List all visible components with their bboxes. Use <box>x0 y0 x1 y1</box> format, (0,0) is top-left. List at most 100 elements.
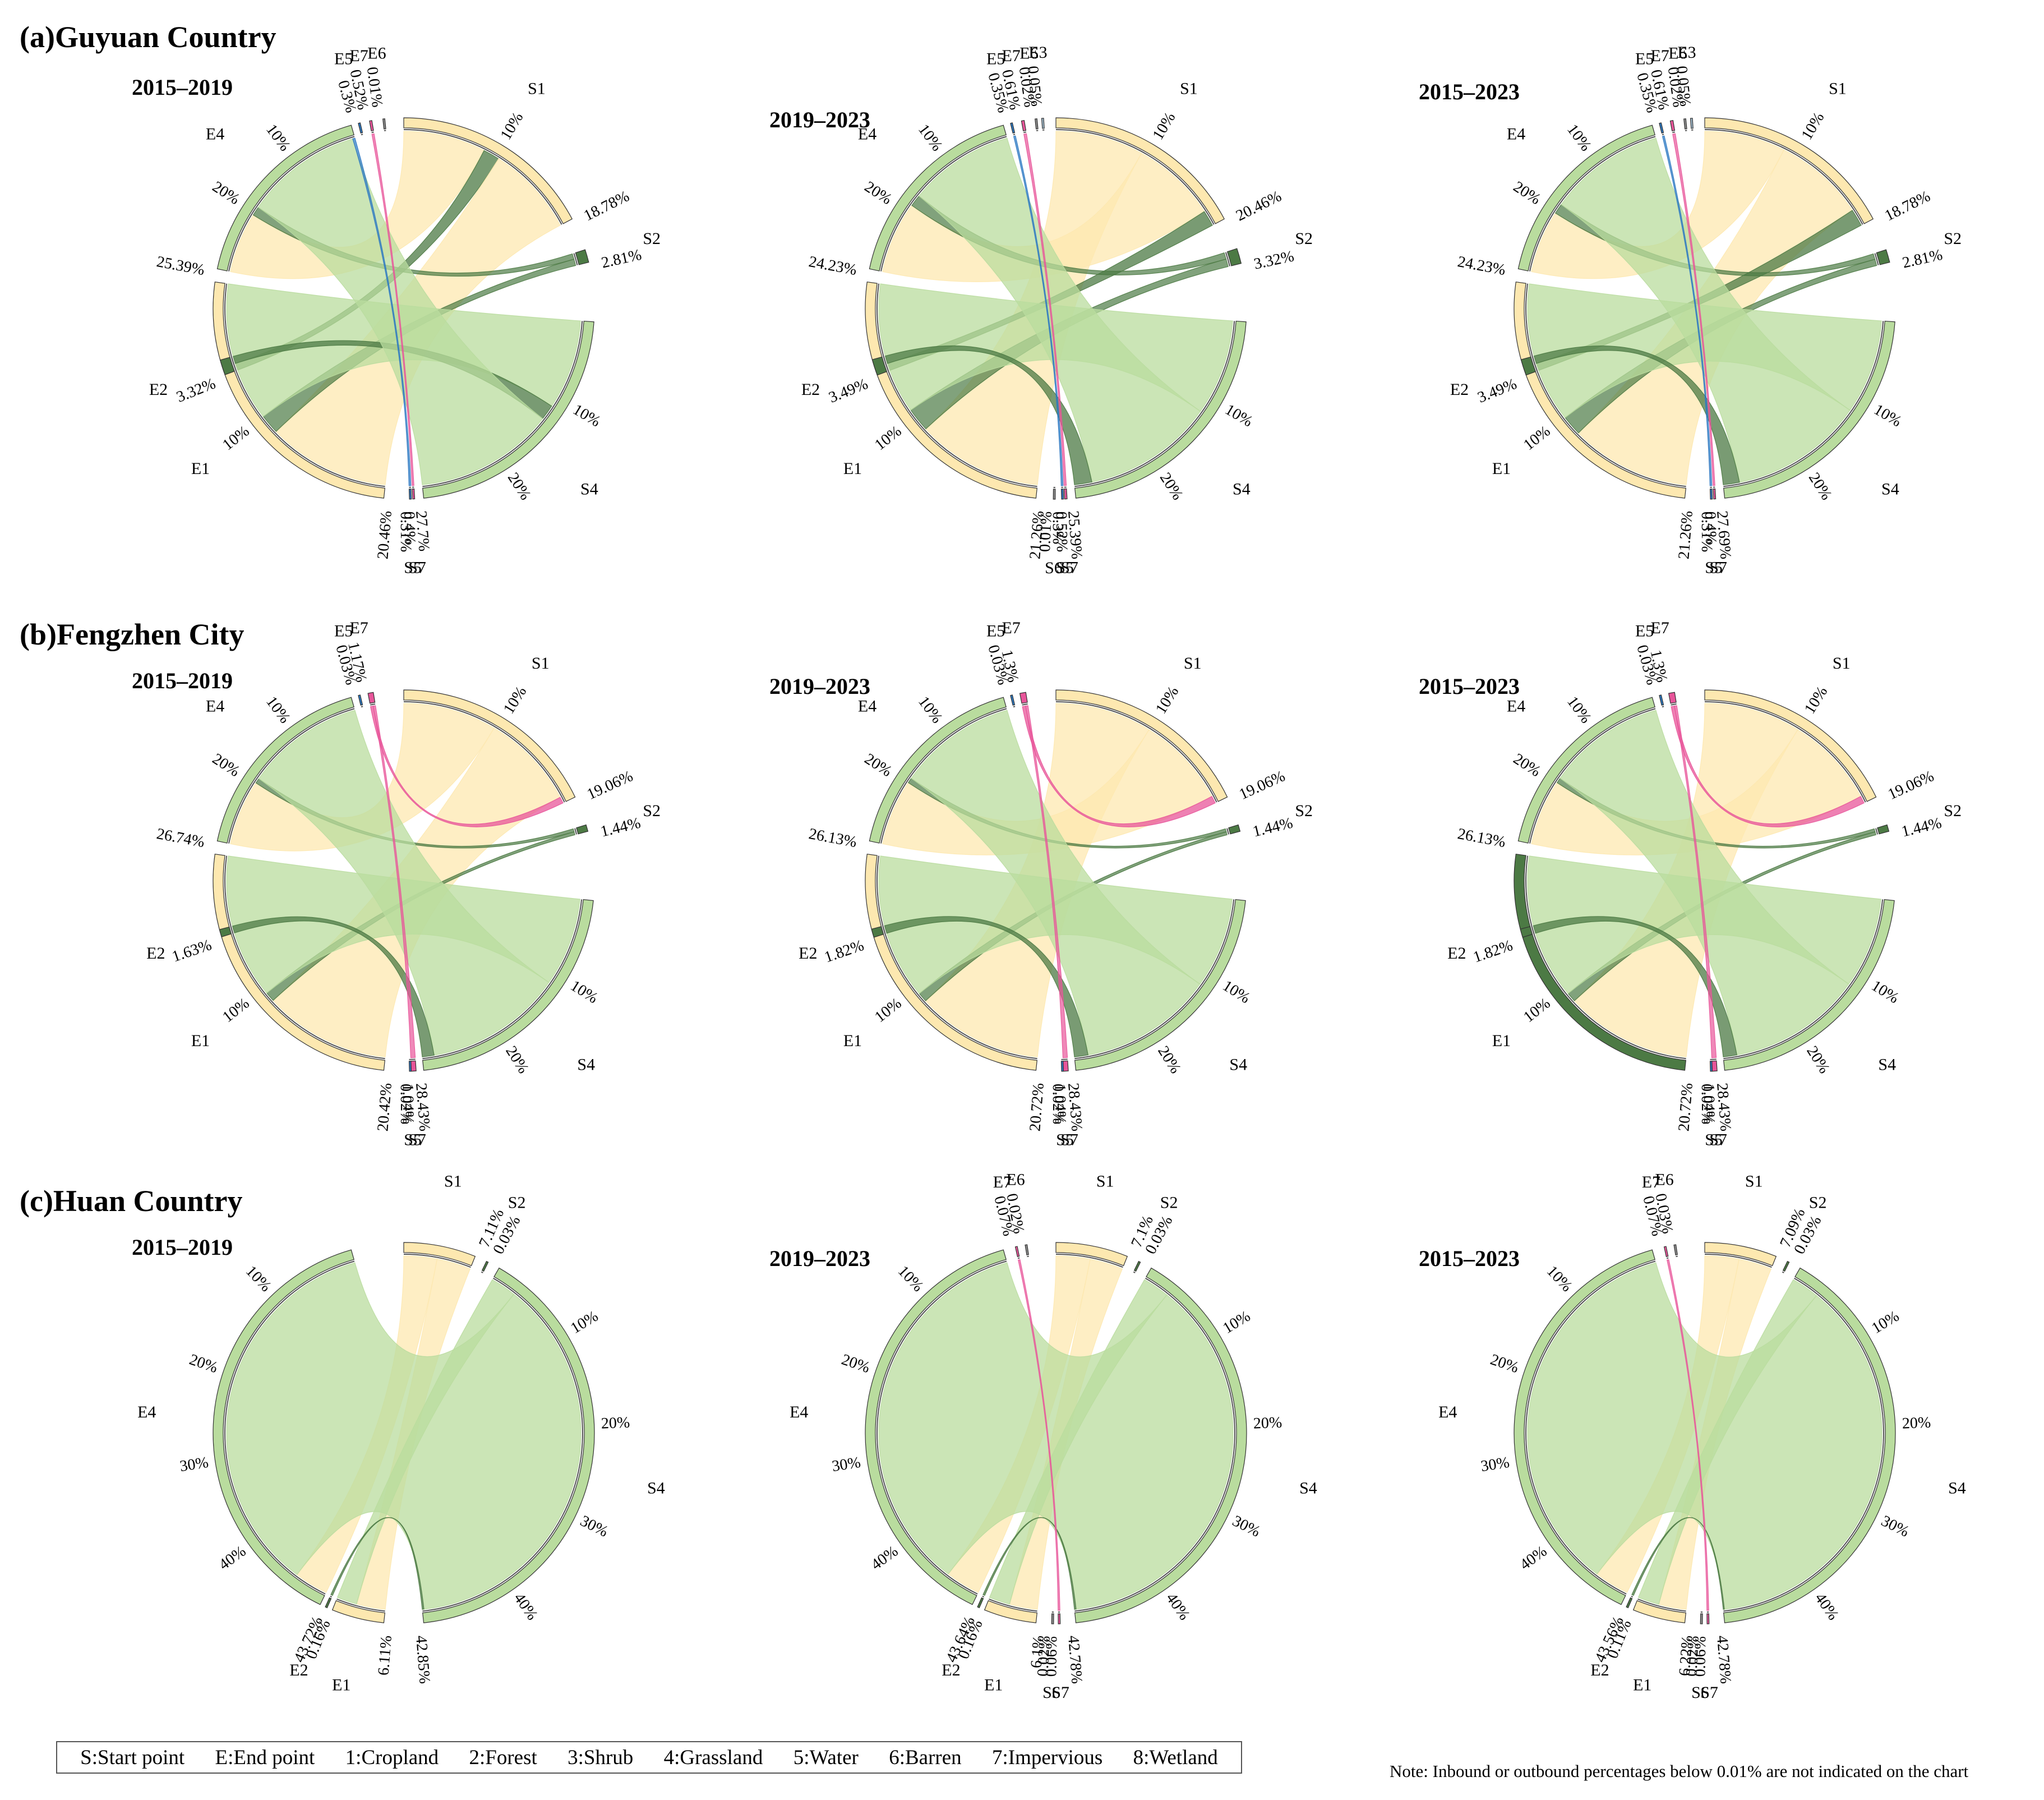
chord-S2-E4 <box>255 778 575 849</box>
tick-label: 20% <box>861 178 895 208</box>
group-name-E6: E6 <box>1668 44 1687 63</box>
inner-ring-S1 <box>1056 701 1217 803</box>
chord-S2-E1 <box>1565 259 1877 434</box>
group-name-S6: S6 <box>1691 1683 1709 1702</box>
inner-ring-E2 <box>1531 356 1538 371</box>
group-name-S5: S5 <box>1056 559 1074 577</box>
chords <box>1527 703 1881 1058</box>
ring-segment-S4 <box>1723 1267 1896 1623</box>
inner-ring-E6 <box>1027 1255 1029 1258</box>
percent-label-E1: 20.72% <box>1026 1083 1048 1132</box>
chord-S7-E7 <box>1025 705 1068 1058</box>
percent-label-S1: 18.78% <box>1882 187 1933 224</box>
inner-ring-E7 <box>1671 703 1677 706</box>
ring-segment-E7 <box>367 692 376 704</box>
percent-label-E1: 21.26% <box>1026 510 1048 560</box>
tick-label: 10% <box>1520 995 1554 1026</box>
inner-ring-E7 <box>1666 1257 1669 1259</box>
ring-segment-S6 <box>1053 489 1056 500</box>
group-name-S7: S7 <box>1060 1130 1078 1149</box>
group-name-E7: E7 <box>1650 619 1669 637</box>
group-name-E1: E1 <box>1633 1675 1651 1694</box>
chord-S2-E4 <box>907 777 1227 849</box>
chord-S7-E7 <box>371 133 414 486</box>
chord-S2-E1 <box>919 831 1228 1002</box>
tick-label: 20% <box>1156 469 1187 503</box>
percent-label-S4: 28.43% <box>1713 1083 1734 1132</box>
inner-ring-E7 <box>1023 131 1027 133</box>
inner-ring-S7 <box>1711 1058 1717 1060</box>
legend-item: 4:Grassland <box>663 1746 763 1769</box>
ring-segment-E2 <box>977 1597 984 1609</box>
inner-ring-S1 <box>404 701 565 803</box>
percent-label-S7: 0.06% <box>1042 1636 1060 1677</box>
chords <box>878 703 1233 1058</box>
ring-segment-S2 <box>1228 824 1241 835</box>
tick-label: 10% <box>567 1308 601 1337</box>
group-name-S1: S1 <box>528 80 546 98</box>
inner-ring-E5 <box>1662 706 1664 708</box>
group-name-E3: E3 <box>1677 43 1696 62</box>
ring-segment-S1 <box>1055 117 1225 224</box>
group-name-S4: S4 <box>1878 1055 1896 1074</box>
chord-S4-E4 <box>1559 710 1849 1056</box>
period-label: 2015–2023 <box>1419 1246 1520 1271</box>
region-title: (b)Fengzhen City <box>20 618 244 651</box>
ring-segment-E1 <box>213 854 386 1071</box>
ring-segment-S5 <box>408 489 412 500</box>
ring-segment-E5 <box>358 122 363 134</box>
group-name-S4: S4 <box>647 1479 665 1498</box>
ring-segment-S1 <box>403 689 576 802</box>
tick-label: 10% <box>570 401 603 431</box>
group-name-S1: S1 <box>1180 80 1198 98</box>
group-name-S4: S4 <box>1233 480 1251 499</box>
inner-ring-S2 <box>1782 1271 1784 1273</box>
percent-label-S1: 19.06% <box>1885 767 1936 803</box>
chord-S1-E7 <box>1671 705 1865 827</box>
chord-S4-E4 <box>1527 1262 1882 1610</box>
ring-segment-S2 <box>576 824 589 835</box>
group-name-E7: E7 <box>993 1173 1012 1191</box>
ring-segment-E5 <box>1010 694 1016 706</box>
tick-label: 30% <box>1479 1454 1510 1475</box>
ring-segment-E4 <box>216 125 354 271</box>
ring-segment-S7 <box>1063 1060 1069 1072</box>
percent-label-S7: 0.4% <box>1701 512 1719 545</box>
group-name-S2: S2 <box>1944 229 1962 248</box>
group-name-S2: S2 <box>643 802 661 820</box>
inner-ring-E2 <box>883 356 889 371</box>
ring-segment-S4 <box>1723 320 1895 499</box>
period-label: 2019–2023 <box>769 107 870 132</box>
percent-label-E1: 20.42% <box>374 1083 395 1132</box>
inner-ring-E5 <box>1013 133 1016 136</box>
period-label: 2015–2019 <box>132 1235 233 1260</box>
group-name-S5: S5 <box>1705 1131 1723 1149</box>
ring-segment-S2 <box>481 1260 489 1272</box>
inner-ring-E6 <box>1036 130 1039 131</box>
ring-segment-E7 <box>1663 1246 1669 1258</box>
inner-ring-E7 <box>370 703 376 706</box>
ring-segment-S1 <box>1055 689 1228 802</box>
chord-S2-E1 <box>1567 831 1876 1002</box>
percent-label-S7: 0.4% <box>400 512 418 545</box>
ring-segment-S7 <box>1058 1613 1061 1624</box>
group-name-E6: E6 <box>1006 1171 1025 1189</box>
tick-label: 10% <box>1798 109 1828 143</box>
ring-segment-S4 <box>1074 1267 1247 1623</box>
group-name-E2: E2 <box>146 944 165 963</box>
inner-ring-S1 <box>1056 129 1215 225</box>
chord-diagram: S17.11%S20.03%S410%20%30%40%42.85%E16.11… <box>137 1172 665 1694</box>
inner-ring-E2 <box>882 926 886 934</box>
group-name-E2: E2 <box>1450 380 1469 399</box>
inner-ring-S2 <box>1875 828 1879 835</box>
group-name-E5: E5 <box>986 50 1005 68</box>
percent-label-S1: 19.06% <box>1236 767 1288 803</box>
chords <box>226 131 581 486</box>
group-name-E1: E1 <box>1492 1032 1511 1050</box>
inner-ring-S6 <box>1051 1611 1054 1613</box>
period-label: 2015–2019 <box>132 668 233 693</box>
ring-segment-E5 <box>358 694 363 706</box>
percent-label-E1: 6.11% <box>375 1635 395 1677</box>
group-name-E7: E7 <box>1642 1173 1660 1191</box>
group-name-S4: S4 <box>1229 1055 1247 1074</box>
